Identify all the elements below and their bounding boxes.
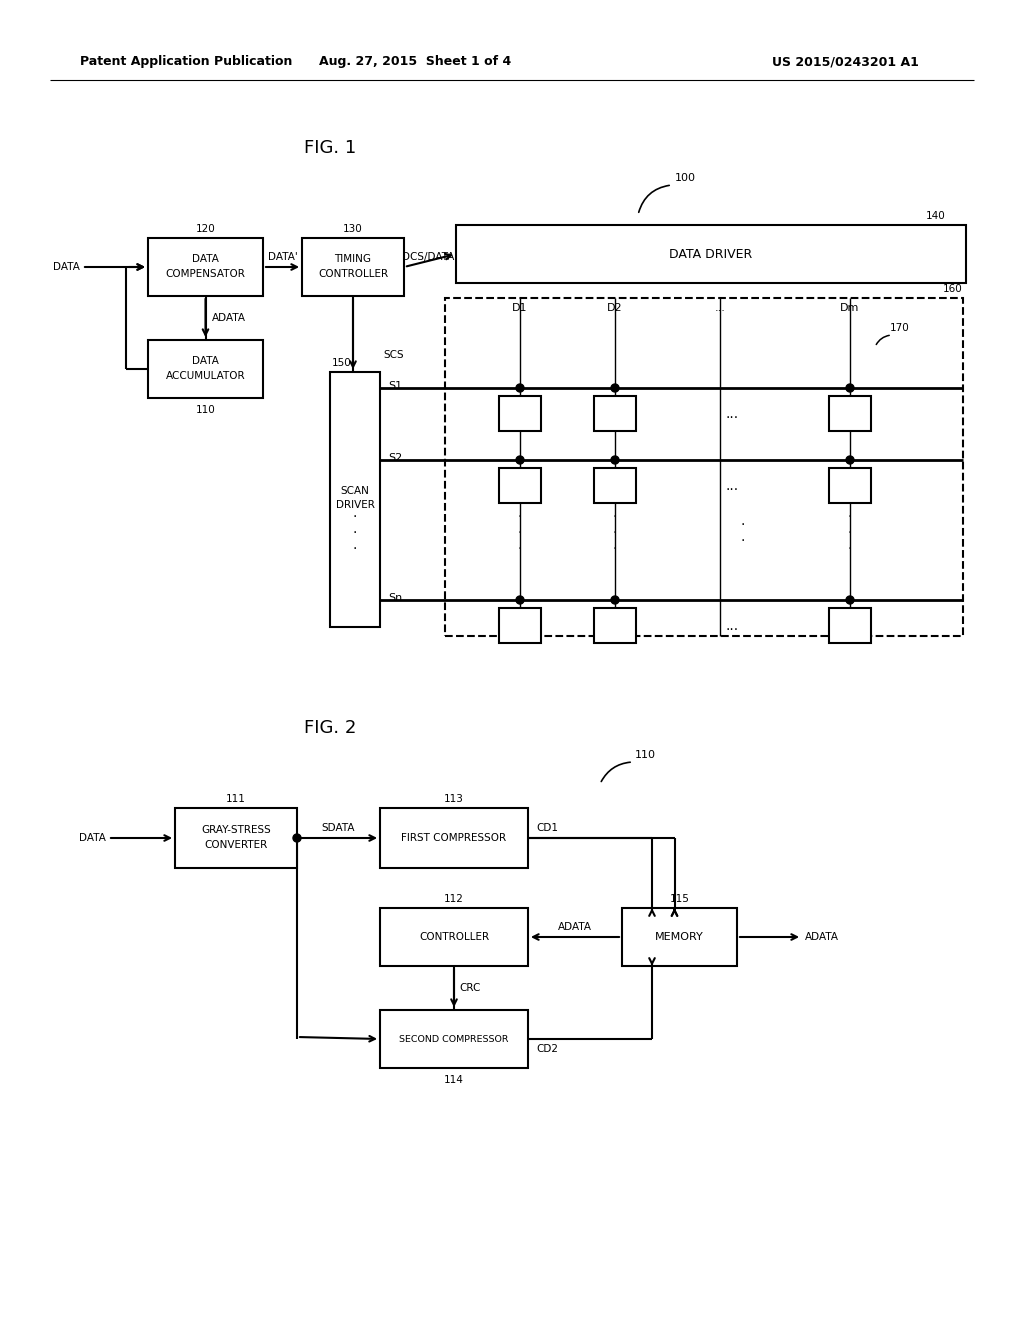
Text: SCS: SCS (383, 350, 403, 360)
Text: 140: 140 (926, 211, 946, 220)
Text: SECOND COMPRESSOR: SECOND COMPRESSOR (399, 1035, 509, 1044)
Text: FIRST COMPRESSOR: FIRST COMPRESSOR (401, 833, 507, 843)
Circle shape (846, 455, 854, 465)
Text: DRIVER: DRIVER (336, 500, 375, 511)
Text: 110: 110 (635, 750, 656, 760)
Text: ·
·
·: · · · (848, 510, 852, 556)
Text: FIG. 2: FIG. 2 (304, 719, 356, 737)
Text: 112: 112 (444, 894, 464, 904)
Bar (594, 396, 636, 432)
Text: 115: 115 (670, 894, 689, 904)
Text: 113: 113 (444, 795, 464, 804)
Bar (829, 609, 871, 643)
Text: 160: 160 (943, 284, 963, 294)
Bar (148, 341, 263, 399)
Circle shape (611, 455, 618, 465)
Circle shape (846, 384, 854, 392)
Circle shape (516, 597, 524, 605)
Text: 110: 110 (196, 405, 215, 414)
Text: 111: 111 (226, 795, 246, 804)
Bar (148, 238, 263, 296)
Text: S2: S2 (388, 453, 402, 463)
Text: ADATA: ADATA (558, 921, 592, 932)
Bar (380, 1010, 528, 1068)
Text: ...: ... (726, 407, 739, 421)
Text: ACCUMULATOR: ACCUMULATOR (166, 371, 246, 381)
Text: D2: D2 (607, 304, 623, 313)
Bar (594, 469, 636, 503)
Text: DATA: DATA (79, 833, 106, 843)
Text: ...: ... (715, 304, 725, 313)
Text: CRC: CRC (459, 983, 480, 993)
Text: GRAY-STRESS: GRAY-STRESS (201, 825, 271, 836)
Text: DATA: DATA (193, 356, 219, 366)
Bar (330, 372, 380, 627)
Bar (380, 808, 528, 869)
Bar (499, 469, 541, 503)
Text: ·
·
·: · · · (353, 510, 357, 556)
Text: DATA': DATA' (267, 252, 297, 261)
Text: COMPENSATOR: COMPENSATOR (166, 269, 246, 279)
Text: ADATA: ADATA (805, 932, 839, 942)
Text: DATA: DATA (193, 253, 219, 264)
Bar (499, 396, 541, 432)
Bar (499, 609, 541, 643)
Text: ·
·
·: · · · (612, 510, 617, 556)
Text: ...: ... (726, 619, 739, 634)
Text: S1: S1 (388, 381, 402, 391)
Text: SCAN: SCAN (341, 486, 370, 495)
Text: MEMORY: MEMORY (655, 932, 703, 942)
Text: CD1: CD1 (536, 822, 558, 833)
Text: ADATA: ADATA (212, 313, 246, 323)
Bar (175, 808, 297, 869)
Bar (445, 298, 963, 636)
Text: Dm: Dm (841, 304, 860, 313)
Text: TIMING: TIMING (335, 253, 372, 264)
Text: 120: 120 (196, 224, 215, 234)
Bar (829, 469, 871, 503)
Bar (456, 224, 966, 282)
Text: 130: 130 (343, 224, 362, 234)
Circle shape (846, 597, 854, 605)
Text: ·
·
·: · · · (518, 510, 522, 556)
Text: CONTROLLER: CONTROLLER (419, 932, 489, 942)
Text: FIG. 1: FIG. 1 (304, 139, 356, 157)
Text: CONTROLLER: CONTROLLER (317, 269, 388, 279)
Text: Sn: Sn (388, 593, 402, 603)
Text: Patent Application Publication: Patent Application Publication (80, 55, 293, 69)
Text: Aug. 27, 2015  Sheet 1 of 4: Aug. 27, 2015 Sheet 1 of 4 (318, 55, 511, 69)
Circle shape (516, 455, 524, 465)
Text: 114: 114 (444, 1074, 464, 1085)
Circle shape (293, 834, 301, 842)
Text: DATA DRIVER: DATA DRIVER (670, 248, 753, 260)
Circle shape (516, 384, 524, 392)
Text: ...: ... (726, 479, 739, 492)
Text: SDATA: SDATA (322, 822, 355, 833)
Text: 150: 150 (332, 358, 352, 368)
Text: CONVERTER: CONVERTER (205, 840, 267, 850)
Circle shape (611, 597, 618, 605)
Bar (829, 396, 871, 432)
Circle shape (611, 384, 618, 392)
Bar (594, 609, 636, 643)
Bar (380, 908, 528, 966)
Text: 170: 170 (890, 323, 909, 333)
Text: CD2: CD2 (536, 1044, 558, 1053)
Text: D1: D1 (512, 304, 527, 313)
Text: ·
·: · · (740, 517, 744, 548)
Bar (622, 908, 737, 966)
Text: DATA: DATA (53, 261, 80, 272)
Text: 100: 100 (675, 173, 696, 183)
Bar (302, 238, 404, 296)
Text: DCS/DATA': DCS/DATA' (402, 252, 458, 261)
Text: US 2015/0243201 A1: US 2015/0243201 A1 (771, 55, 919, 69)
